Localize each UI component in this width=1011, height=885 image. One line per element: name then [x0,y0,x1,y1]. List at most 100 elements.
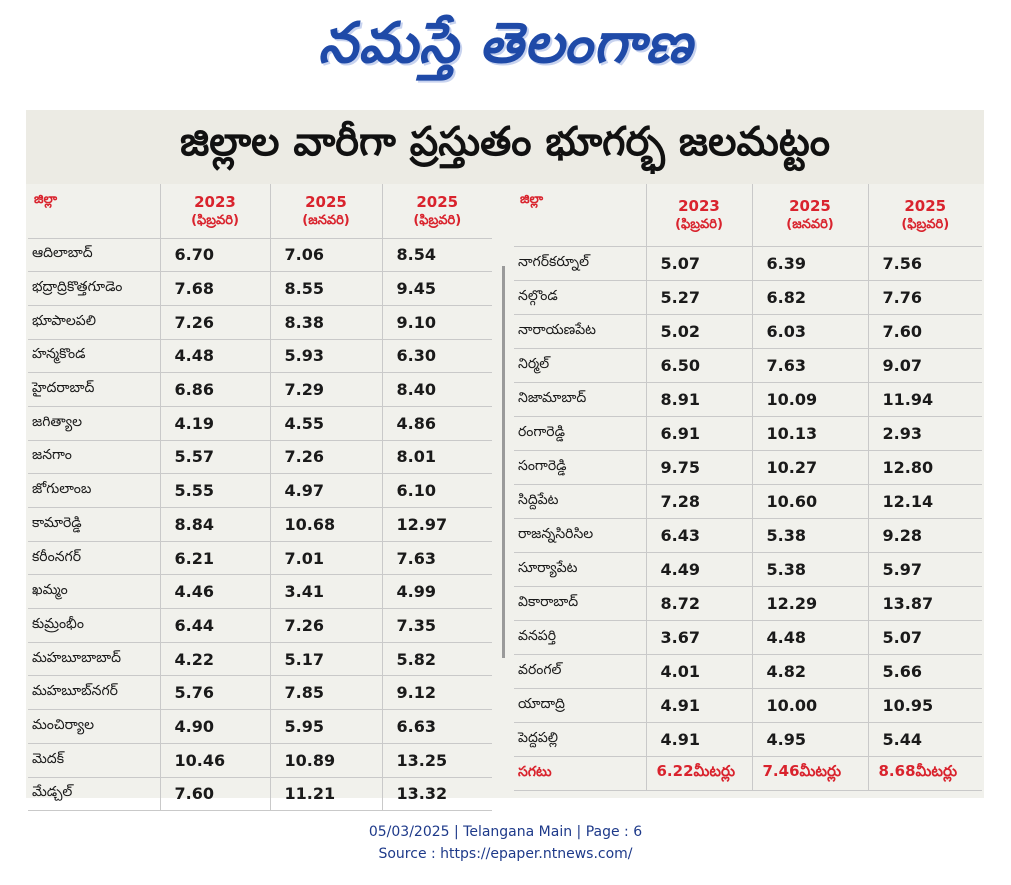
water-level-value: 5.07 [867,620,982,655]
water-level-value: 8.84 [159,507,270,542]
table-row: రంగారెడ్డి 6.91 10.13 2.93 [514,416,982,451]
water-level-value: 10.00 [751,688,868,723]
table-row: మహబూబాబాద్ 4.22 5.17 5.82 [28,642,492,677]
water-level-value: 11.21 [269,777,382,812]
water-level-value: 9.12 [381,675,492,711]
water-level-value: 7.06 [269,238,382,273]
table-row: నిర్మల్ 6.50 7.63 9.07 [514,348,982,383]
district-name: వికారాబాద్ [514,586,646,621]
table-row: భద్రాద్రికొత్తగూడెం 7.68 8.55 9.45 [28,271,492,306]
water-level-value: 6.82 [751,280,868,315]
water-level-value: 6.50 [645,348,752,383]
table-row: రాజన్నసిరిసిల 6.43 5.38 9.28 [514,518,982,553]
water-level-value: 5.66 [867,654,982,689]
table-row: కామారెడ్డి 8.84 10.68 12.97 [28,507,492,542]
water-level-value: 4.48 [751,620,868,655]
water-level-value: 10.68 [269,507,382,542]
news-clipping: జిల్లాల వారీగా ప్రస్తుతం భూగర్భ జలమట్టం … [26,110,984,812]
district-name: నిర్మల్ [514,348,646,383]
water-level-value: 8.55 [269,271,382,306]
table-row: హన్మకొండ 4.48 5.93 6.30 [28,339,492,374]
district-header: జిల్లా [28,184,160,239]
district-name: మహబూబ్‌నగర్ [28,675,160,711]
water-level-value: 7.28 [645,484,752,519]
table-header-row: జిల్లా 2023 (ఫిబ్రవరి) 2025 (జనవరి) 2025 (ఫ… [514,184,982,247]
table-row: యాదాద్రి 4.91 10.00 10.95 [514,688,982,723]
table-row: సిద్దిపేట 7.28 10.60 12.14 [514,484,982,519]
table-row: భూపాలపలి 7.26 8.38 9.10 [28,305,492,340]
table-row: జగిత్యాల 4.19 4.55 4.86 [28,406,492,441]
district-name: కుమ్రంభీం [28,608,160,643]
district-name: యాదాద్రి [514,688,646,723]
water-level-value: 4.19 [159,406,270,441]
average-value: 6.22మీటర్లు [645,756,752,791]
table-row: ఆదిలాబాద్ 6.70 7.06 8.54 [28,238,492,273]
water-level-value: 6.70 [159,238,270,273]
district-name: వరంగల్ [514,654,646,689]
water-level-value: 7.63 [751,348,868,383]
water-level-value: 7.35 [381,608,492,643]
footer-date-page: 05/03/2025 | Telangana Main | Page : 6 [368,824,643,840]
water-level-value: 4.49 [645,552,752,587]
water-level-value: 4.91 [645,722,752,757]
water-level-value: 2.93 [867,416,982,451]
district-header: జిల్లా [514,184,646,247]
water-level-value: 7.60 [159,777,270,812]
water-level-value: 6.21 [159,541,270,576]
water-level-value: 5.27 [645,280,752,315]
water-level-value: 6.10 [381,473,492,508]
average-label: సగటు [514,756,646,791]
table-row: హైదరాబాద్ 6.86 7.29 8.40 [28,372,492,407]
district-name: నారాయణపేట [514,314,646,349]
water-level-value: 6.43 [645,518,752,553]
water-level-value: 5.57 [159,440,270,475]
clipping-headline: జిల్లాల వారీగా ప్రస్తుతం భూగర్భ జలమట్టం [26,110,984,184]
col-2025-jan-header: 2025 (జనవరి) [269,184,382,239]
water-level-value: 7.01 [269,541,382,576]
district-name: జోగులాంబ [28,473,160,508]
water-level-value: 4.48 [159,339,270,374]
water-level-value: 7.76 [867,280,982,315]
water-level-value: 12.80 [867,450,982,485]
district-name: నిజామాబాద్ [514,382,646,417]
district-name: కామారెడ్డి [28,507,160,542]
water-level-value: 5.38 [751,552,868,587]
table-row: మేడ్చల్ 7.60 11.21 13.32 [28,777,492,812]
water-level-value: 7.56 [867,246,982,281]
col-2025-jan-header: 2025 (జనవరి) [751,184,868,247]
col-2023-feb-header: 2023 (ఫిబ్రవరి) [645,184,752,247]
district-name: కరీంనగర్ [28,541,160,576]
water-level-value: 4.90 [159,709,270,744]
district-name: మహబూబాబాద్ [28,642,160,677]
average-value: 7.46మీటర్లు [751,756,868,791]
water-level-value: 6.91 [645,416,752,451]
table-row: నాగర్‌కర్నూల్ 5.07 6.39 7.56 [514,246,982,281]
district-name: జగిత్యాల [28,406,160,441]
water-level-value: 10.09 [751,382,868,417]
average-row: సగటు 6.22మీటర్లు 7.46మీటర్లు 8.68మీటర్లు [514,756,982,791]
water-level-value: 5.44 [867,722,982,757]
water-level-value: 10.60 [751,484,868,519]
water-level-value: 7.26 [269,608,382,643]
water-level-value: 12.14 [867,484,982,519]
water-level-value: 9.10 [381,305,492,340]
district-name: సూర్యాపేట [514,552,646,587]
water-level-value: 7.26 [159,305,270,340]
col-2023-feb-header: 2023 (ఫిబ్రవరి) [159,184,270,239]
table-header-row: జిల్లా 2023 (ఫిబ్రవరి) 2025 (జనవరి) 2025 (ఫ… [28,184,492,239]
table-row: నారాయణపేట 5.02 6.03 7.60 [514,314,982,349]
water-level-value: 4.95 [751,722,868,757]
water-level-value: 9.45 [381,271,492,306]
water-level-value: 8.72 [645,586,752,621]
table-row: జోగులాంబ 5.55 4.97 6.10 [28,473,492,508]
water-level-value: 4.22 [159,642,270,677]
water-level-value: 7.63 [381,541,492,576]
col-2025-feb-header: 2025 (ఫిబ్రవరి) [381,184,492,239]
water-level-value: 12.29 [751,586,868,621]
water-level-value: 5.55 [159,473,270,508]
district-name: జనగాం [28,440,160,475]
water-level-value: 8.91 [645,382,752,417]
masthead-title: నమస్తే తెలంగాణ [318,10,693,76]
water-level-value: 6.30 [381,339,492,374]
water-level-value: 10.89 [269,743,382,778]
